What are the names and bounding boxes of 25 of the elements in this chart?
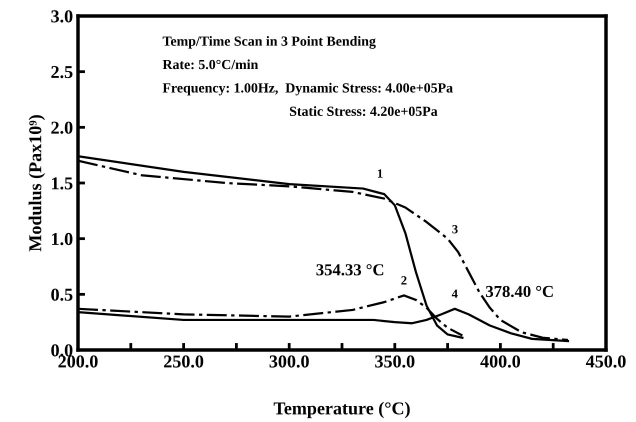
x-tick-label: 400.0: [480, 355, 520, 368]
y-axis-title: Modulus (Pax10⁹): [28, 115, 46, 252]
annotation: 354.33 °C: [316, 264, 384, 276]
y-tick-label: 0.5: [51, 288, 72, 301]
annotation: 3: [452, 224, 458, 234]
annotation: Temp/Time Scan in 3 Point Bending: [162, 36, 376, 49]
annotation: Rate: 5.0°C/min: [162, 59, 258, 70]
y-tick-label: 1.0: [52, 232, 72, 246]
annotation: 2: [401, 276, 407, 284]
x-tick-label: 350.0: [375, 355, 414, 368]
annotation: 4: [452, 290, 458, 298]
x-tick-label: 250.0: [164, 355, 204, 368]
annotation: 1: [378, 169, 382, 178]
y-tick-label: 3.0: [51, 10, 72, 23]
annotation: Static Stress: 4.20e+05Pa: [290, 106, 438, 116]
x-tick-label: 450.0: [586, 355, 626, 368]
x-tick-label: 200.0: [58, 355, 98, 368]
x-axis-title: Temperature (°C): [274, 402, 410, 418]
y-tick-label: 2.5: [51, 66, 72, 78]
y-tick-label: 0.0: [51, 344, 72, 357]
annotation: Frequency: 1.00Hz, Dynamic Stress: 4.00e+05Pa: [162, 82, 453, 96]
y-tick-label: 2.0: [51, 122, 72, 134]
annotation: 378.40 °C: [486, 286, 553, 298]
y-tick-label: 1.5: [52, 177, 72, 190]
x-tick-label: 300.0: [270, 355, 309, 368]
